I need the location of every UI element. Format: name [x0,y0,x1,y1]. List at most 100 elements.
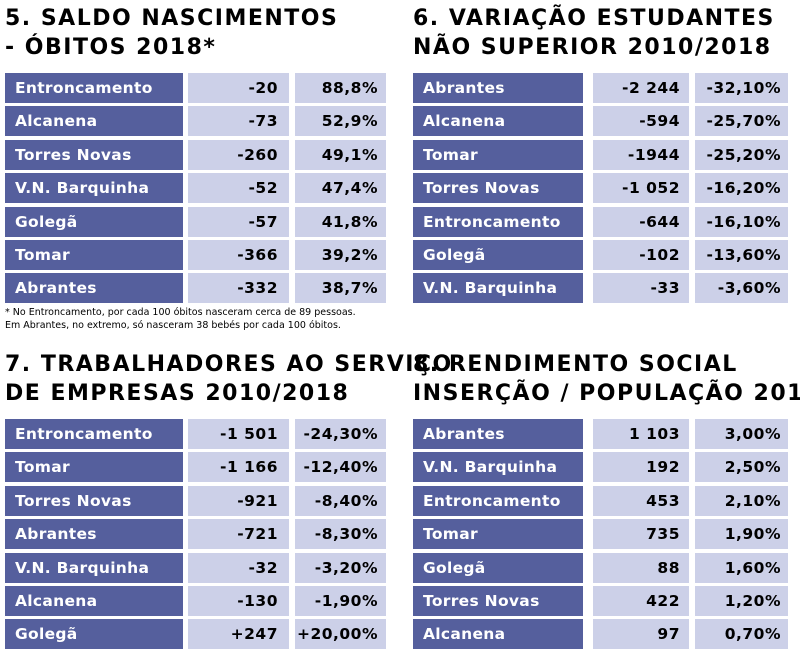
municipality-cell: Tomar [413,139,583,170]
value-cell: -366 [188,239,289,270]
percent-cell: -8,30% [295,519,386,550]
value-cell: -102 [593,239,689,270]
percent-cell: -32,10% [695,73,788,103]
value-cell: 735 [593,519,689,550]
percent-cell: -13,60% [695,239,788,270]
panel-trabalhadores: 7. TRABALHADORES AO SERVIÇO DE EMPRESAS … [5,346,451,650]
municipality-cell: V.N. Barquinha [413,452,583,483]
percent-cell: 3,00% [695,419,788,449]
municipality-cell: V.N. Barquinha [5,552,183,583]
table-row: Alcanena -130 -1,90% [5,585,390,616]
municipality-cell: Entroncamento [413,206,583,237]
value-cell: -921 [188,485,289,516]
municipality-cell: Torres Novas [413,173,583,204]
table-row: Golegã 88 1,60% [413,552,798,583]
municipality-cell: Tomar [5,239,183,270]
table-row: V.N. Barquinha 192 2,50% [413,452,798,483]
panel-title-line: DE EMPRESAS 2010/2018 [5,381,350,406]
municipality-cell: Alcanena [5,585,183,616]
table-row: Torres Novas -260 49,1% [5,139,390,170]
panel-title: 5. SALDO NASCIMENTOS - ÓBITOS 2018* [5,4,390,62]
municipality-cell: Tomar [5,452,183,483]
percent-cell: 1,20% [695,585,788,616]
panel-title-line: INSERÇÃO / POPULAÇÃO 2018 [413,381,800,406]
table-row: Abrantes -332 38,7% [5,273,390,304]
percent-cell: 38,7% [295,273,386,304]
table-row: Tomar 735 1,90% [413,519,798,550]
percent-cell: 2,50% [695,452,788,483]
table-row: V.N. Barquinha -32 -3,20% [5,552,390,583]
panel-title-line: 6. VARIAÇÃO ESTUDANTES [413,6,775,31]
municipality-cell: Abrantes [413,419,583,449]
table-row: Tomar -1944 -25,20% [413,139,798,170]
value-cell: -73 [188,106,289,137]
value-cell: 88 [593,552,689,583]
panel-variacao-estudantes: 6. VARIAÇÃO ESTUDANTES NÃO SUPERIOR 2010… [413,0,798,304]
panel-title-line: - ÓBITOS 2018* [5,35,217,60]
value-cell: 192 [593,452,689,483]
data-table: Abrantes 1 103 3,00% V.N. Barquinha 192 2,50… [413,419,798,653]
percent-cell: -8,40% [295,485,386,516]
data-table: Abrantes -2 244 -32,10% Alcanena -594 -25,70… [413,73,798,307]
value-cell: -644 [593,206,689,237]
percent-cell: -3,20% [295,552,386,583]
municipality-cell: Torres Novas [5,485,183,516]
panel-title: 8. RENDIMENTO SOCIAL INSERÇÃO / POPULAÇÃ… [413,350,800,408]
percent-cell: -12,40% [295,452,386,483]
percent-cell: -24,30% [295,419,386,449]
percent-cell: 0,70% [695,619,788,650]
value-cell: 1 103 [593,419,689,449]
percent-cell: 2,10% [695,485,788,516]
percent-cell: -16,10% [695,206,788,237]
percent-cell: 49,1% [295,139,386,170]
data-table: Entroncamento -20 88,8% Alcanena -73 52,9% T… [5,73,390,307]
table-row: Golegã +247 +20,00% [5,619,390,650]
municipality-cell: Tomar [413,519,583,550]
value-cell: -1944 [593,139,689,170]
panel-saldo-nascimentos: 5. SALDO NASCIMENTOS - ÓBITOS 2018* Entr… [5,0,390,331]
footnote: * No Entroncamento, por cada 100 óbitos … [5,306,356,332]
table-row: Golegã -102 -13,60% [413,239,798,270]
percent-cell: -25,70% [695,106,788,137]
table-row: Entroncamento 453 2,10% [413,485,798,516]
percent-cell: 88,8% [295,73,386,103]
value-cell: -52 [188,173,289,204]
municipality-cell: Golegã [5,619,183,650]
percent-cell: 1,60% [695,552,788,583]
value-cell: -33 [593,273,689,304]
municipality-cell: V.N. Barquinha [413,273,583,304]
table-row: Entroncamento -644 -16,10% [413,206,798,237]
municipality-cell: Entroncamento [5,419,183,449]
table-row: Torres Novas 422 1,20% [413,585,798,616]
percent-cell: 41,8% [295,206,386,237]
table-row: Golegã -57 41,8% [5,206,390,237]
table-row: Alcanena -594 -25,70% [413,106,798,137]
municipality-cell: Torres Novas [5,139,183,170]
table-row: V.N. Barquinha -33 -3,60% [413,273,798,304]
percent-cell: 47,4% [295,173,386,204]
value-cell: -1 052 [593,173,689,204]
data-table: Entroncamento -1 501 -24,30% Tomar -1 166 -1… [5,419,390,653]
value-cell: -130 [188,585,289,616]
value-cell: 422 [593,585,689,616]
municipality-cell: Alcanena [5,106,183,137]
value-cell: 453 [593,485,689,516]
table-row: V.N. Barquinha -52 47,4% [5,173,390,204]
municipality-cell: Abrantes [5,519,183,550]
table-row: Torres Novas -921 -8,40% [5,485,390,516]
value-cell: -2 244 [593,73,689,103]
footnote-line: Em Abrantes, no extremo, só nasceram 38 … [5,320,341,331]
value-cell: -594 [593,106,689,137]
municipality-cell: Alcanena [413,619,583,650]
municipality-cell: Alcanena [413,106,583,137]
percent-cell: 1,90% [695,519,788,550]
value-cell: -1 166 [188,452,289,483]
percent-cell: +20,00% [295,619,386,650]
panel-title: 6. VARIAÇÃO ESTUDANTES NÃO SUPERIOR 2010… [413,4,798,62]
municipality-cell: Torres Novas [413,585,583,616]
table-row: Alcanena 97 0,70% [413,619,798,650]
table-row: Abrantes -721 -8,30% [5,519,390,550]
table-row: Tomar -366 39,2% [5,239,390,270]
percent-cell: -1,90% [295,585,386,616]
percent-cell: 39,2% [295,239,386,270]
